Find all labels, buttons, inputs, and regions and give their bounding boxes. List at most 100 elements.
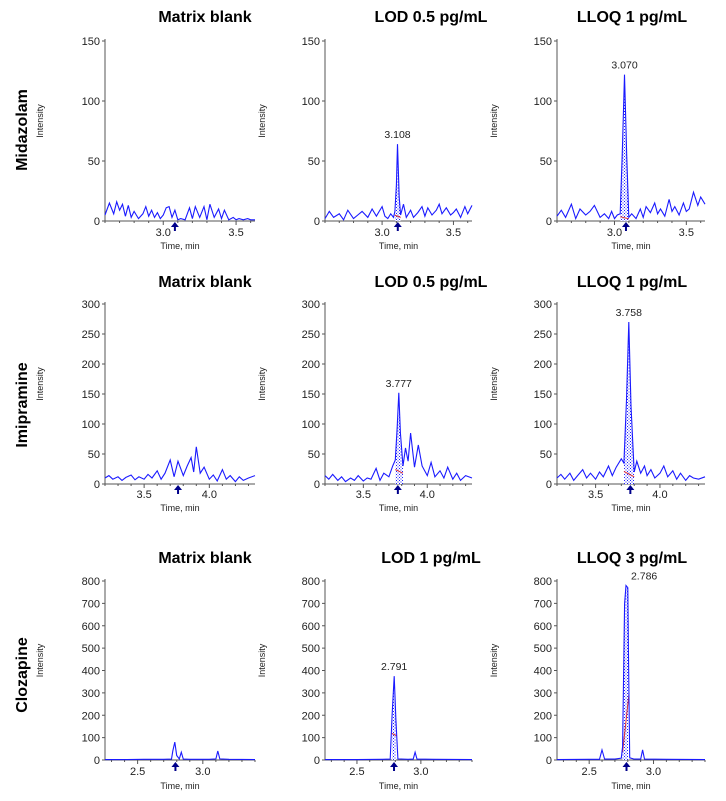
y-tick-label: 200: [534, 710, 552, 722]
row-label-imipramine: Imipramine: [14, 362, 31, 447]
row-label-midazolam: Midazolam: [14, 89, 31, 171]
peak-label: 3.108: [384, 129, 410, 141]
y-tick-label: 50: [540, 449, 552, 461]
y-tick-label: 600: [534, 621, 552, 633]
y-tick-label: 0: [314, 216, 320, 228]
x-axis-label: Time, min: [160, 503, 199, 513]
y-tick-label: 200: [534, 359, 552, 371]
y-axis-label: Intensity: [489, 643, 499, 677]
chromatogram-trace: [556, 321, 706, 482]
panel-title: LOD 0.5 pg/mL: [375, 274, 488, 291]
peak-label: 3.070: [611, 60, 637, 72]
y-axis-label: Intensity: [257, 104, 267, 138]
chromatogram-trace: [105, 741, 256, 761]
x-tick-label: 3.0: [374, 227, 389, 239]
y-tick-label: 0: [546, 755, 552, 767]
x-tick-label: 3.5: [356, 489, 371, 501]
x-tick-label: 3.5: [136, 489, 151, 501]
integrated-peak-area: [620, 74, 629, 221]
panel-title: LLOQ 1 pg/mL: [577, 9, 687, 26]
panel-clozapine-lod: LOD 1 pg/mL 0 100 200 300 400 500 600 700 800 2.5 3…: [257, 550, 481, 791]
y-axis-label: Intensity: [257, 643, 267, 677]
x-tick-label: 3.5: [588, 489, 603, 501]
x-tick-label: 3.5: [679, 227, 694, 239]
y-tick-label: 100: [302, 733, 320, 745]
y-tick-label: 50: [308, 156, 320, 168]
y-tick-label: 100: [302, 96, 320, 108]
y-axis-label: Intensity: [35, 643, 45, 677]
y-tick-label: 500: [534, 643, 552, 655]
chromatogram-trace: [556, 74, 706, 221]
y-axis-label: Intensity: [489, 367, 499, 401]
retention-marker-arrowhead: [393, 485, 402, 490]
panel-title: LOD 1 pg/mL: [381, 550, 481, 567]
chromatogram-trace: [324, 144, 473, 221]
x-tick-label: 3.0: [607, 227, 622, 239]
y-tick-label: 800: [534, 576, 552, 588]
y-tick-label: 0: [546, 216, 552, 228]
x-axis-label: Time, min: [160, 781, 199, 791]
y-tick-label: 300: [302, 299, 320, 311]
y-tick-label: 100: [82, 96, 100, 108]
peak-label: 3.777: [386, 378, 412, 390]
integrated-peak-area: [395, 392, 403, 484]
x-axis-label: Time, min: [611, 241, 650, 251]
y-tick-label: 50: [88, 156, 100, 168]
x-tick-label: 3.0: [195, 766, 210, 778]
integration-baseline: [620, 216, 629, 220]
y-tick-label: 150: [82, 36, 100, 48]
x-tick-label: 3.0: [156, 227, 171, 239]
y-tick-label: 300: [302, 688, 320, 700]
panel-title: LOD 0.5 pg/mL: [375, 9, 488, 26]
retention-marker-arrowhead: [170, 222, 179, 227]
x-axis-label: Time, min: [379, 503, 418, 513]
y-tick-label: 100: [82, 419, 100, 431]
integration-baseline: [622, 692, 630, 752]
chromatogram-trace: [324, 392, 473, 483]
integrated-peak-area: [623, 322, 635, 484]
y-tick-label: 300: [534, 688, 552, 700]
retention-marker-arrowhead: [621, 222, 630, 227]
y-tick-label: 100: [302, 419, 320, 431]
y-axis-label: Intensity: [489, 104, 499, 138]
y-tick-label: 100: [534, 733, 552, 745]
y-tick-label: 500: [82, 643, 100, 655]
panel-title: Matrix blank: [158, 550, 251, 567]
y-tick-label: 200: [302, 359, 320, 371]
x-axis-label: Time, min: [611, 781, 650, 791]
chromatogram-trace: [104, 446, 256, 483]
integration-baseline: [394, 214, 401, 218]
y-tick-label: 250: [534, 329, 552, 341]
y-tick-label: 100: [534, 96, 552, 108]
y-tick-label: 200: [82, 359, 100, 371]
x-axis-label: Time, min: [379, 781, 418, 791]
y-tick-label: 300: [82, 299, 100, 311]
y-tick-label: 200: [302, 710, 320, 722]
panel-midazolam-blank: Matrix blank 0 50 100 150 3.0 3.5 Time, min Inte…: [35, 9, 255, 251]
y-tick-label: 0: [94, 479, 100, 491]
panel-imipramine-lloq: LLOQ 1 pg/mL 0 50 100 150 200 250 300 3.5 4.0Time…: [489, 274, 706, 513]
panel-title: LLOQ 1 pg/mL: [577, 274, 687, 291]
y-tick-label: 700: [82, 598, 100, 610]
x-tick-label: 2.5: [349, 766, 364, 778]
y-tick-label: 0: [94, 755, 100, 767]
y-tick-label: 800: [302, 576, 320, 588]
retention-marker-arrowhead: [393, 222, 402, 227]
x-tick-label: 4.0: [202, 489, 217, 501]
panel-title: Matrix blank: [158, 274, 251, 291]
x-axis-label: Time, min: [611, 503, 650, 513]
panel-imipramine-lod: LOD 0.5 pg/mL 0 50 100 150 200 250 300 3.5 4.0Tim…: [257, 274, 488, 513]
panel-midazolam-lloq: LLOQ 1 pg/mL 0 50 100 150 3.0 3.5 Time, min Inte…: [489, 9, 706, 251]
peak-label: 2.791: [381, 661, 407, 673]
y-tick-label: 50: [308, 449, 320, 461]
y-tick-label: 800: [82, 576, 100, 588]
y-tick-label: 700: [534, 598, 552, 610]
y-tick-label: 0: [546, 479, 552, 491]
y-tick-label: 500: [302, 643, 320, 655]
chromatogram-trace: [556, 584, 706, 761]
y-tick-label: 100: [82, 733, 100, 745]
x-tick-label: 2.5: [130, 766, 145, 778]
y-tick-label: 300: [82, 688, 100, 700]
y-tick-label: 150: [534, 36, 552, 48]
